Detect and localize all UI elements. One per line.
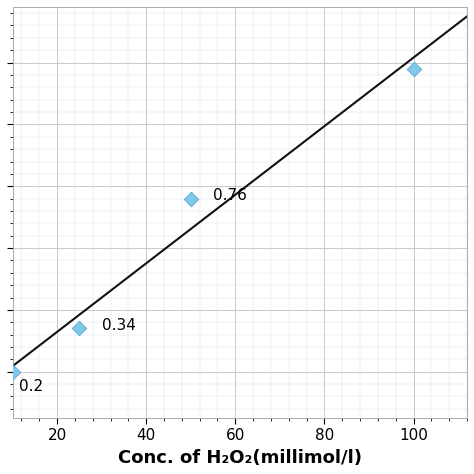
- X-axis label: Conc. of H₂O₂(millimol/l): Conc. of H₂O₂(millimol/l): [118, 449, 362, 467]
- Text: 0.2: 0.2: [19, 380, 43, 394]
- Point: [75, 325, 83, 332]
- Point: [9, 368, 16, 375]
- Text: 0.34: 0.34: [101, 318, 136, 333]
- Point: [187, 195, 194, 202]
- Text: 0.76: 0.76: [213, 188, 247, 203]
- Point: [410, 65, 418, 73]
